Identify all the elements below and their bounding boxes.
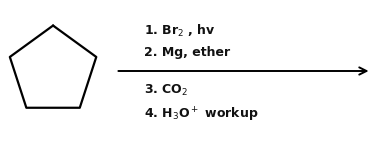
Text: 2. Mg, ether: 2. Mg, ether [144, 46, 230, 59]
Text: 4. H$_3$O$^+$ workup: 4. H$_3$O$^+$ workup [144, 106, 258, 124]
Text: 3. CO$_2$: 3. CO$_2$ [144, 83, 188, 98]
Text: 1. Br$_2$ , hv: 1. Br$_2$ , hv [144, 23, 216, 39]
